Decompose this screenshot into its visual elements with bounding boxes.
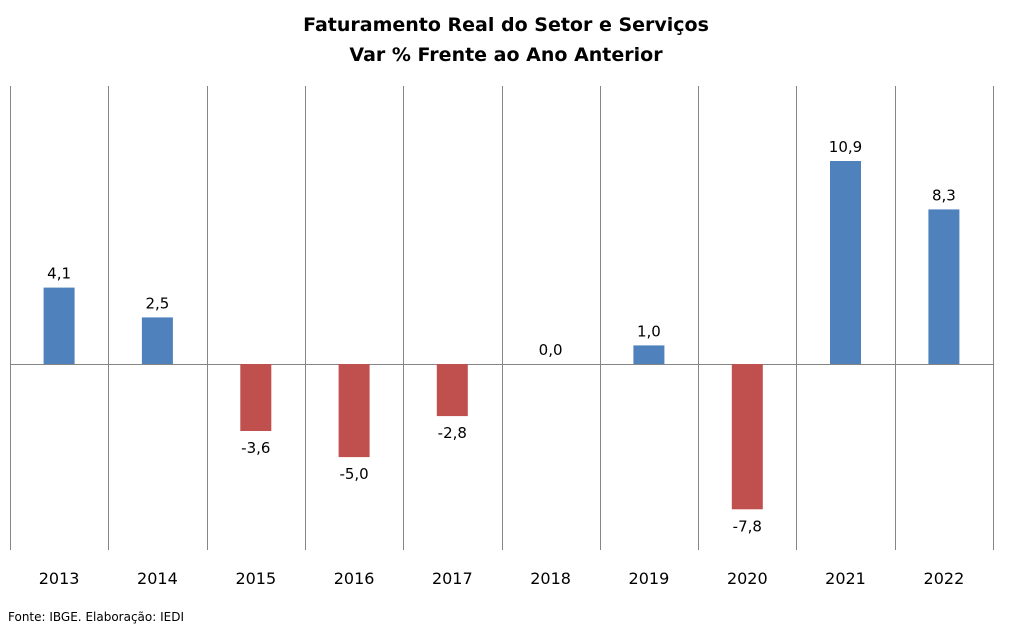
x-tick-label-2019: 2019 (629, 569, 670, 588)
data-label-2016: -5,0 (339, 465, 368, 483)
chart-title: Faturamento Real do Setor e Serviços (303, 14, 709, 36)
x-tick-label-2016: 2016 (334, 569, 375, 588)
x-tick-label-2015: 2015 (235, 569, 276, 588)
bar-2015 (240, 364, 272, 431)
x-tick-label-2018: 2018 (530, 569, 571, 588)
data-label-2022: 8,3 (932, 186, 956, 204)
x-tick-label-2022: 2022 (924, 569, 965, 588)
bar-2016 (338, 364, 370, 458)
chart-subtitle: Var % Frente ao Ano Anterior (349, 44, 663, 66)
bar-2017 (436, 364, 468, 417)
bar-2013 (43, 287, 75, 364)
data-label-2014: 2,5 (145, 294, 169, 312)
data-label-2015: -3,6 (241, 439, 270, 457)
source-note: Fonte: IBGE. Elaboração: IEDI (8, 610, 185, 624)
x-tick-label-2021: 2021 (825, 569, 866, 588)
x-tick-label-2020: 2020 (727, 569, 768, 588)
data-label-2018: 0,0 (539, 341, 563, 359)
bar-2021 (830, 161, 861, 364)
bar-2022 (928, 209, 960, 364)
x-tick-label-2017: 2017 (432, 569, 473, 588)
data-label-2021: 10,9 (829, 138, 862, 156)
bar-2019 (633, 345, 665, 364)
x-tick-label-2014: 2014 (137, 569, 178, 588)
data-label-2019: 1,0 (637, 322, 661, 340)
data-label-2020: -7,8 (733, 517, 762, 535)
data-label-2017: -2,8 (438, 424, 467, 442)
bar-2020 (731, 364, 763, 510)
data-label-2013: 4,1 (47, 265, 71, 283)
bar-2014 (141, 317, 173, 364)
x-tick-label-2013: 2013 (39, 569, 80, 588)
